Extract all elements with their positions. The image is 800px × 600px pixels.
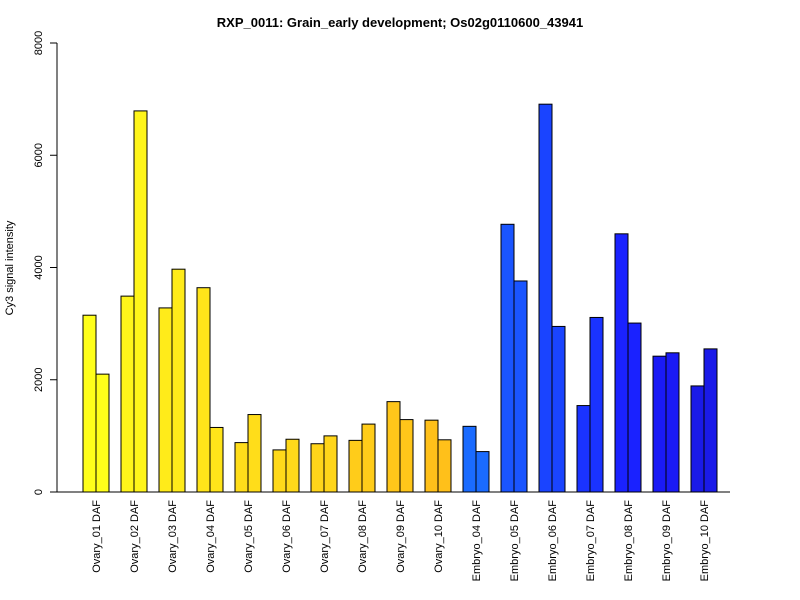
bar xyxy=(310,443,325,493)
bars-group xyxy=(82,103,718,493)
y-axis-ticks: 0 2000 4000 6000 8000 xyxy=(33,31,57,495)
bar xyxy=(652,355,667,493)
bar xyxy=(196,287,211,493)
x-tick-label: Ovary_07 DAF xyxy=(319,500,331,573)
x-tick-label: Embryo_06 DAF xyxy=(547,500,559,582)
bar xyxy=(399,419,414,493)
bar xyxy=(500,223,515,493)
x-tick-label: Embryo_10 DAF xyxy=(699,500,711,582)
x-tick-label: Ovary_04 DAF xyxy=(205,500,217,573)
x-tick-label: Ovary_08 DAF xyxy=(357,500,369,573)
x-tick-label: Embryo_08 DAF xyxy=(623,500,635,582)
x-tick-label: Embryo_07 DAF xyxy=(585,500,597,582)
x-tick-label: Embryo_05 DAF xyxy=(509,500,521,582)
bar xyxy=(234,442,249,493)
x-tick-label: Ovary_06 DAF xyxy=(281,500,293,573)
bar xyxy=(437,439,452,493)
y-tick-label: 0 xyxy=(33,489,45,495)
bar xyxy=(171,268,186,493)
bar xyxy=(665,352,680,493)
x-tick-label: Ovary_02 DAF xyxy=(129,500,141,573)
y-tick-label: 8000 xyxy=(33,31,45,55)
bar xyxy=(209,426,224,493)
bar xyxy=(614,233,629,493)
bar xyxy=(551,325,566,493)
bar xyxy=(386,401,401,493)
x-tick-label: Embryo_09 DAF xyxy=(661,500,673,582)
bar xyxy=(323,435,338,493)
bar xyxy=(538,103,553,493)
bar xyxy=(158,307,173,493)
bar xyxy=(272,449,287,493)
y-tick-label: 4000 xyxy=(33,255,45,279)
bar xyxy=(361,423,376,493)
x-tick-label: Ovary_01 DAF xyxy=(91,500,103,573)
bar xyxy=(690,385,705,493)
bar xyxy=(133,110,148,493)
bar xyxy=(285,438,300,493)
bar xyxy=(424,419,439,493)
chart-title: RXP_0011: Grain_early development; Os02g… xyxy=(217,15,583,30)
bar xyxy=(247,414,262,493)
bar xyxy=(462,425,477,493)
x-tick-label: Ovary_09 DAF xyxy=(395,500,407,573)
bar xyxy=(627,322,642,493)
y-tick-label: 2000 xyxy=(33,368,45,392)
bar xyxy=(82,314,97,493)
y-tick-label: 6000 xyxy=(33,143,45,167)
x-tick-label: Ovary_05 DAF xyxy=(243,500,255,573)
x-tick-label: Embryo_04 DAF xyxy=(471,500,483,582)
bar xyxy=(703,348,718,493)
bar xyxy=(120,295,135,493)
x-tick-label: Ovary_10 DAF xyxy=(433,500,445,573)
bar xyxy=(576,405,591,493)
y-axis-label: Cy3 signal intensity xyxy=(4,220,16,315)
bar xyxy=(589,316,604,493)
x-axis-labels: Ovary_01 DAF Ovary_02 DAF Ovary_03 DAF Ovar… xyxy=(91,500,711,582)
x-tick-label: Ovary_03 DAF xyxy=(167,500,179,573)
bar xyxy=(95,373,110,493)
bar xyxy=(513,280,528,493)
bar xyxy=(475,451,490,493)
bar xyxy=(348,439,363,493)
